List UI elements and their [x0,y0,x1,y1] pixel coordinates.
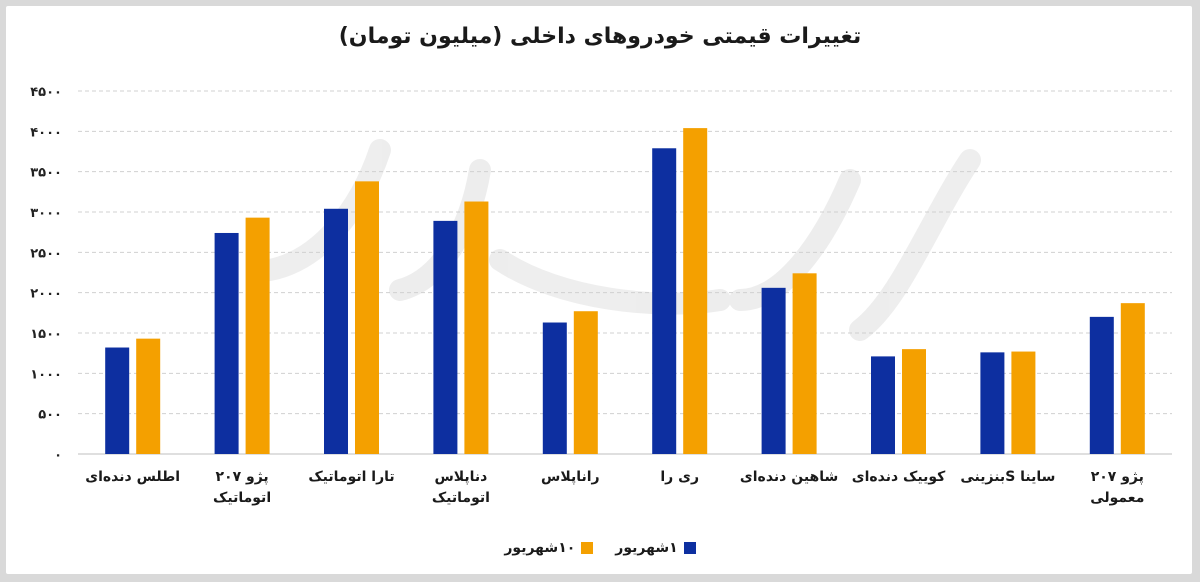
bar-series-1 [1089,316,1114,454]
bar-series-2 [464,201,489,454]
x-tick-label: اطلس دنده‌ای [85,469,181,485]
bar-series-2 [136,338,161,454]
bars [105,128,1145,455]
bar-series-1 [214,232,239,454]
bar-series-2 [1120,303,1145,454]
x-tick-label: دناپلاس اتوماتیک [431,469,490,506]
x-tick-label: پژو ۲۰۷ معمولی [1090,469,1145,506]
y-tick-label: ۳۰۰۰ [30,206,62,221]
legend: ۱شهریور ۱۰شهریور [0,540,1200,556]
chart-title: تغییرات قیمتی خودروهای داخلی (میلیون توم… [338,24,862,49]
bar-series-1 [105,347,130,454]
legend-label-series-2: ۱۰شهریور [504,540,576,556]
y-tick-label: ۵۰۰ [38,408,62,423]
x-tick-label: ری را [660,469,699,485]
y-tick-label: ۳۵۰۰ [30,166,62,181]
y-tick-label: ۰ [54,448,62,463]
x-tick-label: تارا اتوماتیک [308,469,395,485]
y-tick-label: ۴۵۰۰ [30,85,62,100]
bar-series-1 [652,148,677,455]
bar-series-1 [980,352,1005,454]
bar-series-2 [573,311,598,454]
x-tick-label: کوییک دنده‌ای [851,469,946,485]
y-tick-label: ۲۵۰۰ [30,246,62,261]
bar-series-2 [792,273,817,454]
y-tick-label: ۴۰۰۰ [30,125,62,140]
y-tick-label: ۱۵۰۰ [30,327,62,342]
bar-series-1 [433,220,458,454]
y-axis-ticks: ۰ ۵۰۰ ۱۰۰۰ ۱۵۰۰ ۲۰۰۰ ۲۵۰۰ ۳۰۰۰ ۳۵۰۰ ۴۰۰۰ ۴۵۰۰ [30,85,62,463]
bar-series-1 [542,322,567,454]
x-tick-label: پژو ۲۰۷ اتوماتیک [213,469,272,506]
legend-swatch-series-1 [683,542,696,554]
legend-item-series-2: ۱۰شهریور [504,540,594,556]
bar-series-2 [683,128,708,454]
x-tick-label: ساینا Sبنزینی [960,469,1056,485]
bar-series-2 [245,217,270,454]
grid-lines [78,90,1172,455]
legend-swatch-series-2 [581,542,594,554]
x-tick-label: شاهین دنده‌ای [739,469,839,485]
bar-series-2 [355,181,379,454]
legend-item-series-1: ۱شهریور [615,540,696,556]
bar-series-2 [902,349,926,454]
bar-series-1 [761,287,786,454]
y-tick-label: ۲۰۰۰ [30,287,62,302]
x-tick-label: راناپلاس [541,469,600,485]
bar-series-1 [871,356,895,454]
bar-series-2 [1011,351,1036,454]
legend-label-series-1: ۱شهریور [615,540,678,556]
y-tick-label: ۱۰۰۰ [30,367,62,382]
bar-series-1 [324,208,348,454]
